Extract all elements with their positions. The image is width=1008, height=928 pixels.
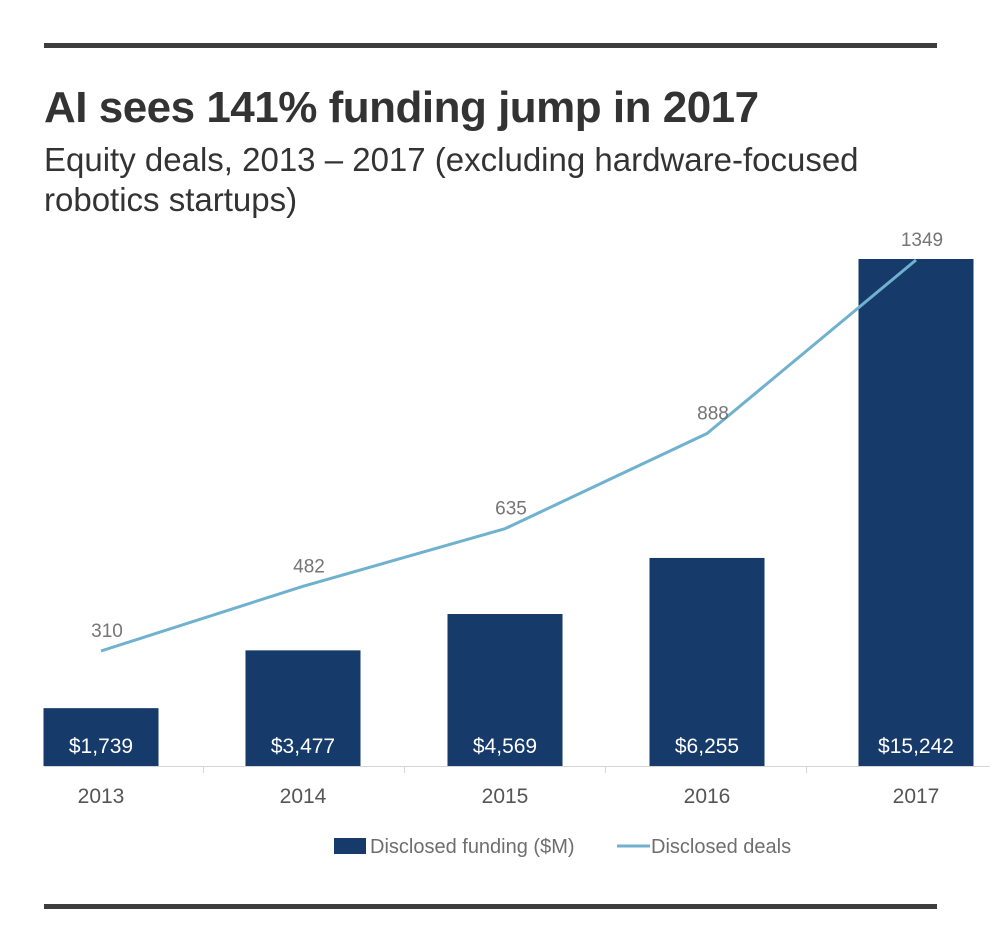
deals-line: [100, 258, 917, 653]
x-tick-label-2014: 2014: [280, 785, 327, 808]
x-tick-label-2013: 2013: [78, 785, 125, 808]
chart-subtitle: Equity deals, 2013 – 2017 (excluding har…: [44, 141, 859, 218]
legend-swatch-funding: [334, 838, 366, 854]
x-tick-label-2015: 2015: [482, 785, 529, 808]
bar-2015: [447, 614, 563, 766]
bottom-rule: [44, 904, 937, 909]
bar-2014: [245, 650, 361, 766]
bar-2016: [649, 557, 765, 766]
legend-label-funding: Disclosed funding ($M): [370, 836, 575, 858]
chart-title: AI sees 141% funding jump in 2017: [44, 83, 759, 132]
bar-2013: [43, 708, 159, 766]
x-tick-label-2016: 2016: [684, 785, 731, 808]
legend: Disclosed funding ($M) Disclosed deals: [334, 836, 791, 858]
deals-label-2017: 1349: [901, 230, 943, 251]
x-tick-label-2017: 2017: [893, 785, 940, 808]
bar-label-2017: $15,242: [878, 735, 954, 758]
bar-label-2016: $6,255: [675, 735, 739, 758]
deals-label-2013: 310: [91, 621, 123, 642]
top-rule: [44, 43, 937, 48]
line-layer: 310 482 635 888 1349: [91, 230, 943, 653]
bar-label-2014: $3,477: [271, 735, 335, 758]
legend-label-deals: Disclosed deals: [651, 836, 791, 858]
deals-label-2016: 888: [697, 403, 729, 424]
deals-label-2015: 635: [495, 499, 527, 520]
x-axis: 2013 2014 2015 2016 2017: [44, 766, 990, 808]
bars-layer: $1,739 $3,477 $4,569 $6,255 $15,242: [43, 259, 974, 766]
bar-label-2015: $4,569: [473, 735, 537, 758]
deals-label-2014: 482: [293, 556, 325, 577]
bar-2017: [858, 259, 974, 766]
bar-label-2013: $1,739: [69, 735, 133, 758]
